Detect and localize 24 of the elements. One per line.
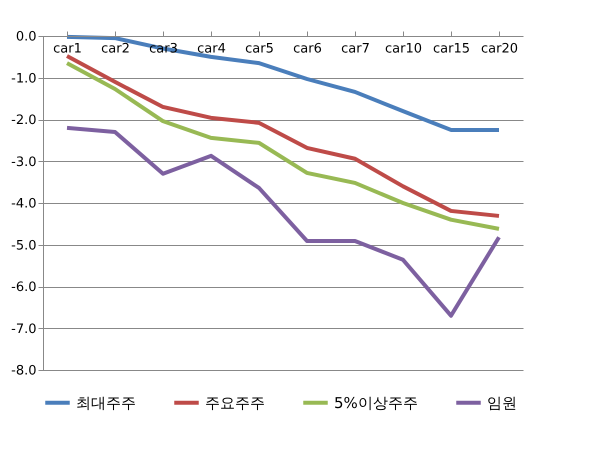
y-tick-label: 0.0 [16,30,36,44]
y-tick-label: -2.0 [11,113,36,128]
y-tick-label: -7.0 [11,322,36,337]
y-tick-label: -3.0 [11,154,36,170]
x-tick-label: car4 [197,42,226,56]
x-tick-label: car6 [293,42,322,56]
x-tick-label: car20 [480,42,518,56]
legend-label: 임원 [487,394,517,412]
y-tick-label: -1.0 [11,71,36,86]
line-series [65,126,501,318]
legend-label: 5%이상주주 [334,394,418,412]
x-tick-label: car10 [384,42,422,56]
y-tick-label: -4.0 [11,196,36,212]
legend-label: 최대주주 [76,394,136,412]
x-tick-label: car1 [53,42,82,56]
x-tick-label: car7 [341,42,370,56]
x-tick-label: car3 [149,42,178,56]
y-tick-label: -5.0 [11,238,36,254]
x-tick-label: car5 [245,42,274,56]
legend-label: 주요주주 [205,394,265,412]
y-tick-label: -6.0 [11,280,36,295]
y-tick-label: -8.0 [11,364,36,378]
x-tick-label: car2 [101,42,130,56]
x-tick-label: car15 [432,42,470,56]
